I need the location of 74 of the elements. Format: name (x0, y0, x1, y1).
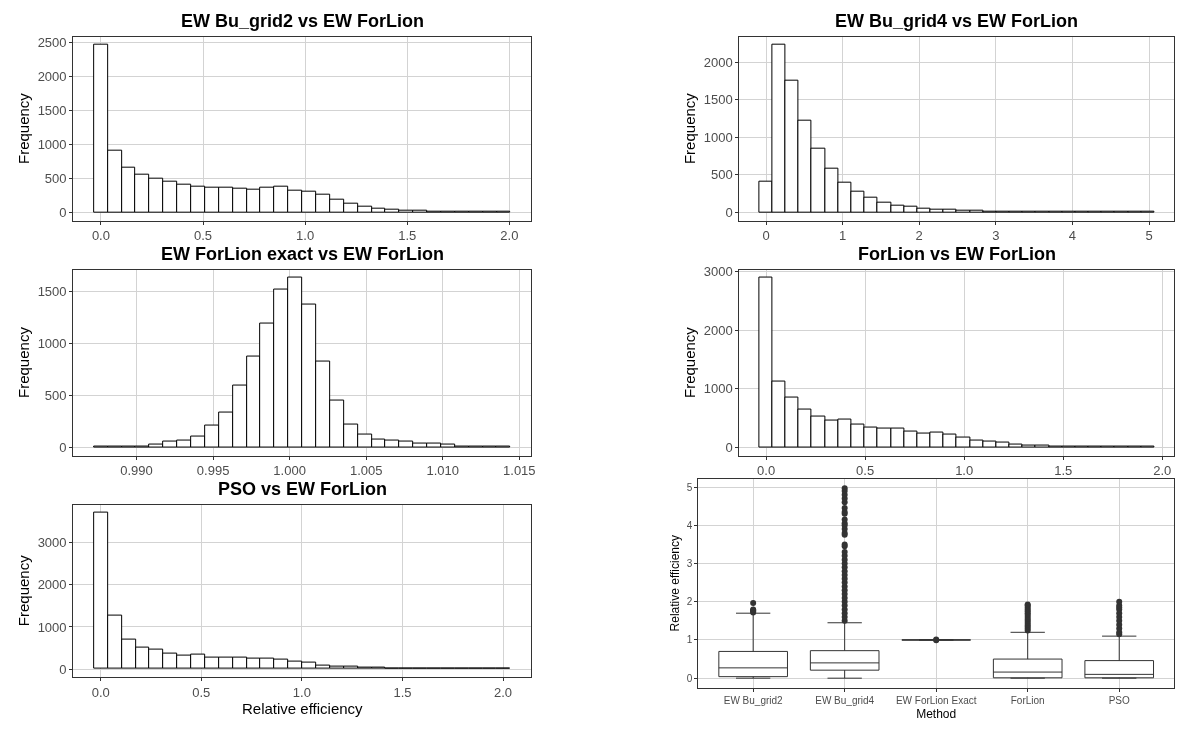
x-tick-label: 2.0 (494, 684, 513, 700)
y-axis-title: Frequency (681, 92, 699, 165)
x-tick-label: 2 (915, 228, 923, 244)
y-tick-label: 4 (686, 519, 693, 531)
x-tick-label: 2.0 (500, 228, 519, 244)
y-axis-title: Frequency (14, 92, 32, 165)
x-tick-label: 1.015 (503, 463, 536, 479)
x-tick-label: EW ForLion Exact (895, 694, 977, 706)
y-tick-label: 2000 (703, 54, 733, 70)
y-tick-label: 2000 (37, 577, 67, 593)
y-axis-title: Frequency (681, 326, 699, 399)
x-tick-label: 0.5 (856, 463, 875, 479)
y-tick-label: 1000 (37, 619, 67, 635)
y-tick-label: 1000 (37, 335, 67, 351)
y-tick-label: 1000 (703, 381, 733, 397)
y-axis-title: Relative efficiency (667, 534, 682, 632)
x-tick-label: 4 (1068, 228, 1077, 244)
x-tick-label: 1.0 (292, 684, 311, 700)
chart-title: PSO vs EW ForLion (218, 479, 388, 499)
y-tick-label: 5 (686, 481, 693, 493)
x-tick-label: 1.0 (955, 463, 974, 479)
y-tick-label: 0 (59, 661, 67, 677)
x-tick-label: 1 (839, 228, 847, 244)
y-axis-title: Frequency (14, 554, 32, 627)
x-tick-label: 1.005 (349, 463, 383, 479)
y-axis-title: Frequency (14, 326, 32, 399)
x-tick-label: 0 (762, 228, 770, 244)
y-tick-label: 0 (59, 204, 67, 220)
chart-title: EW Bu_grid4 vs EW ForLion (835, 11, 1079, 31)
y-tick-label: 500 (44, 387, 67, 403)
chart-title: EW ForLion exact vs EW ForLion (161, 244, 445, 264)
y-tick-label: 1500 (37, 284, 67, 300)
x-axis-title: Method (916, 706, 957, 721)
y-tick-label: 0 (59, 439, 67, 455)
y-tick-label: 2000 (703, 322, 733, 338)
x-tick-label: 5 (1145, 228, 1153, 244)
y-tick-label: 500 (711, 167, 733, 183)
x-tick-label: 1.0 (296, 228, 315, 244)
y-tick-label: 3000 (703, 264, 733, 280)
x-tick-label: 0.995 (196, 463, 230, 479)
y-tick-label: 2000 (37, 68, 67, 84)
x-tick-label: 3 (992, 228, 1000, 244)
y-tick-label: 0 (725, 439, 733, 455)
x-axis-title: Relative efficiency (241, 699, 364, 717)
chart-title: ForLion vs EW ForLion (858, 244, 1056, 264)
x-tick-label: 0.0 (91, 684, 110, 700)
y-tick-label: 500 (44, 170, 67, 186)
y-tick-label: 0 (686, 672, 693, 684)
x-tick-label: 0.5 (192, 684, 211, 700)
x-tick-label: PSO (1108, 694, 1130, 706)
x-tick-label: 1.000 (273, 463, 306, 479)
x-tick-label: EW Bu_grid2 (723, 694, 784, 706)
x-tick-label: EW Bu_grid4 (815, 694, 875, 706)
y-tick-label: 1 (686, 634, 693, 646)
x-tick-label: 0.0 (91, 228, 110, 244)
x-tick-label: 0.5 (193, 228, 213, 244)
x-tick-label: 2.0 (1153, 463, 1172, 479)
x-tick-label: 0.0 (757, 463, 776, 479)
y-tick-label: 1000 (37, 136, 67, 152)
y-tick-label: 0 (725, 204, 733, 220)
y-tick-label: 1000 (703, 129, 733, 145)
x-tick-label: 1.5 (1054, 463, 1073, 479)
y-tick-label: 3000 (37, 535, 67, 551)
x-tick-label: 0.990 (120, 463, 153, 479)
chart-title: EW Bu_grid2 vs EW ForLion (181, 11, 425, 31)
y-tick-label: 3 (686, 558, 693, 570)
y-tick-label: 1500 (703, 92, 733, 108)
x-tick-label: 1.5 (398, 228, 417, 244)
x-tick-label: ForLion (1010, 694, 1045, 706)
y-tick-label: 2500 (37, 34, 67, 50)
x-tick-label: 1.5 (393, 684, 412, 700)
y-tick-label: 1500 (37, 102, 67, 118)
y-tick-label: 2 (686, 596, 693, 608)
x-tick-label: 1.010 (426, 463, 460, 479)
